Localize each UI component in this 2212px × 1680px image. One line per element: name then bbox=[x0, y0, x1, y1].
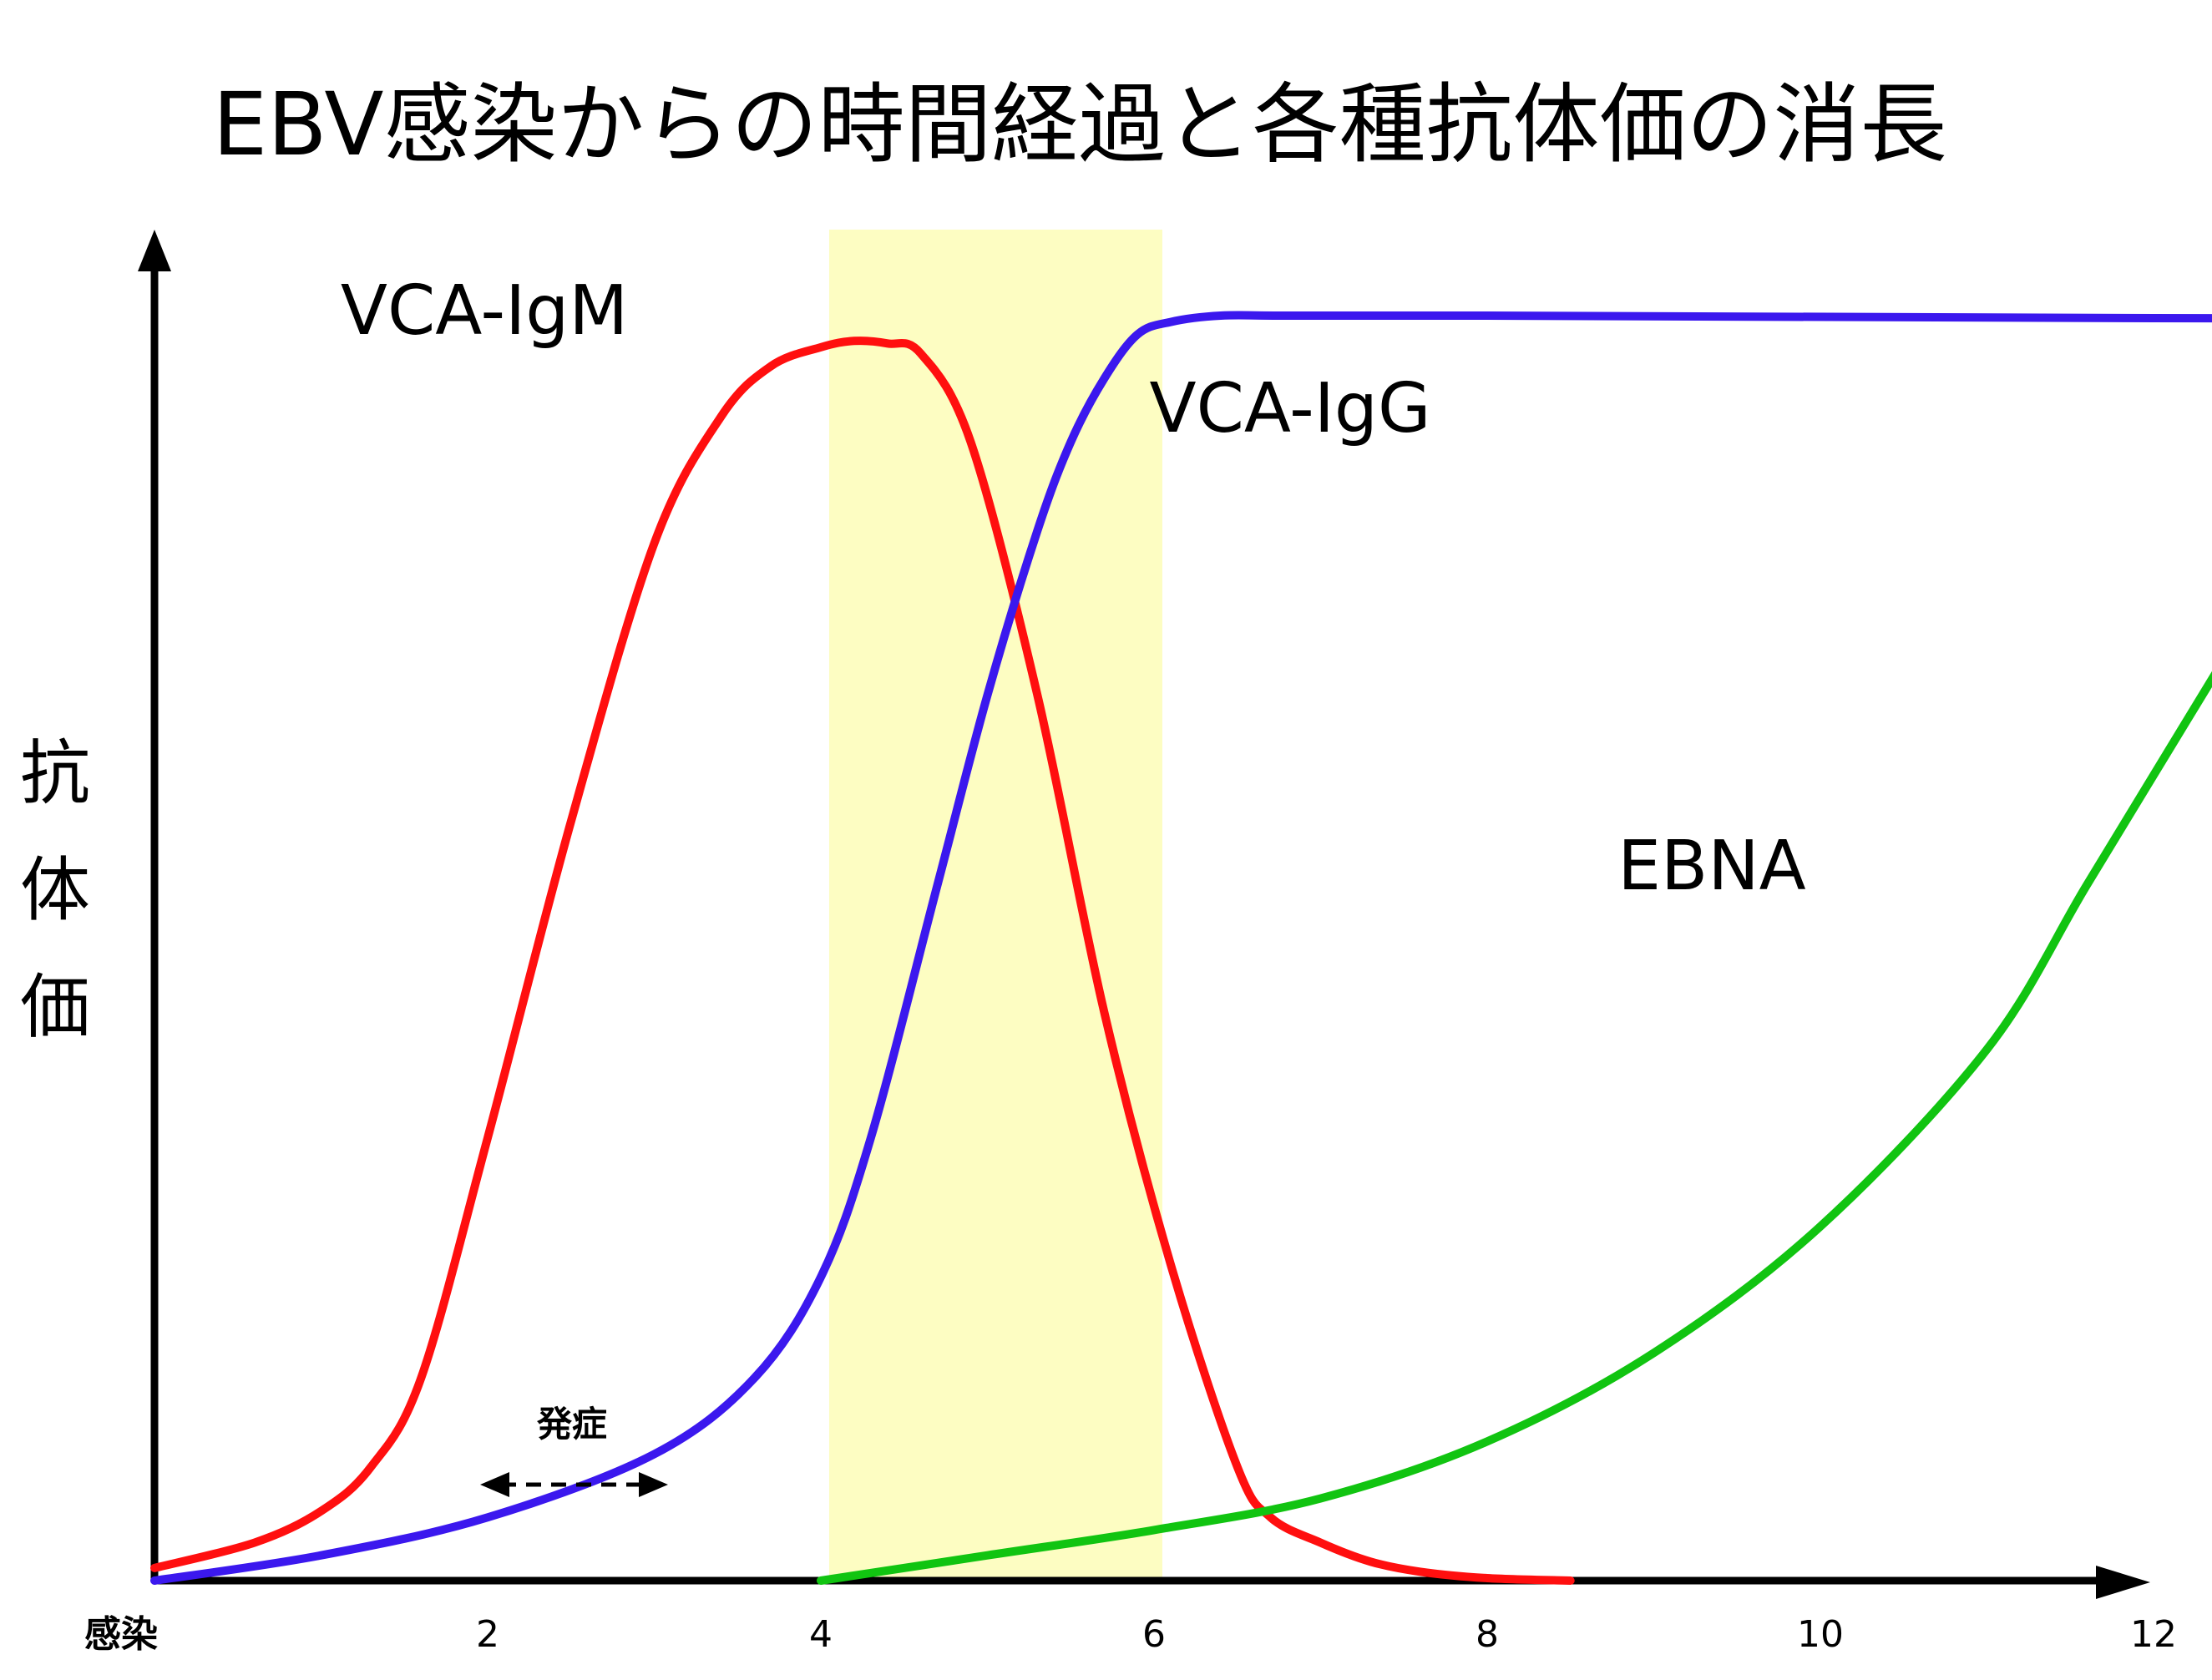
series-label-ebna: EBNA bbox=[1617, 827, 1806, 906]
x-tick-label: 12 bbox=[2130, 1613, 2177, 1656]
y-axis-label-char-1: 抗 bbox=[20, 732, 90, 814]
series-line-vca-igg bbox=[150, 311, 2212, 1585]
series-line-ebna bbox=[817, 670, 2212, 1585]
y-axis-label-char-3: 価 bbox=[20, 966, 90, 1048]
x-tick-label: 2 bbox=[476, 1613, 499, 1656]
series-label-vca-igm: VCA-IgM bbox=[341, 271, 628, 351]
series-label-vca-igg: VCA-IgG bbox=[1149, 369, 1430, 448]
arrow-right-icon bbox=[639, 1472, 668, 1497]
y-axis-arrow-icon bbox=[138, 230, 171, 271]
x-tick-label: 4 bbox=[809, 1613, 833, 1656]
x-axis-arrow-icon bbox=[2096, 1566, 2150, 1599]
x-tick-label: 10 bbox=[1797, 1613, 1844, 1656]
arrow-left-icon bbox=[480, 1472, 509, 1497]
y-axis-label-char-2: 体 bbox=[20, 849, 90, 931]
x-tick-label: 8 bbox=[1476, 1613, 1499, 1656]
chart-title: EBV感染からの時間経過と各種抗体価の消長 bbox=[212, 73, 1946, 175]
x-tick-label: 6 bbox=[1142, 1613, 1166, 1656]
onset-label: 発症 bbox=[537, 1404, 607, 1445]
y-axis-label: 抗 体 価 bbox=[20, 732, 90, 1048]
onset-highlight-band bbox=[828, 230, 1162, 1581]
x-tick-label: 感染 bbox=[84, 1613, 158, 1656]
